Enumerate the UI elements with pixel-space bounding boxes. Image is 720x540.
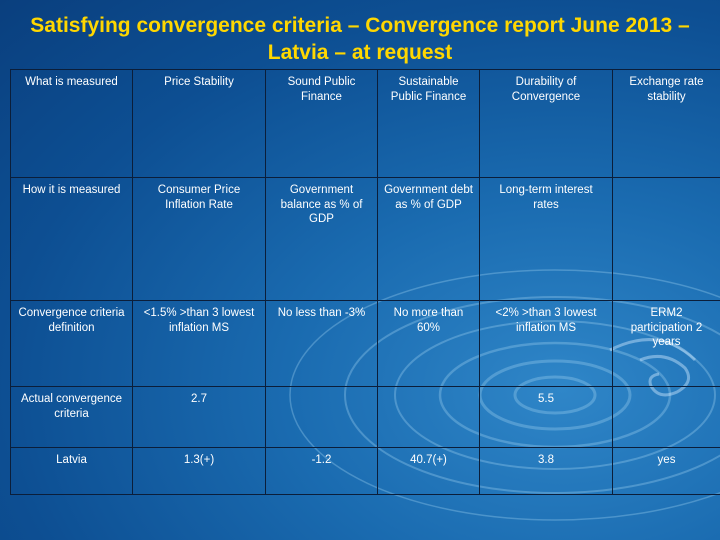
cell-exchange-rate-stability: Exchange rate stability bbox=[612, 69, 720, 178]
cell-empty bbox=[377, 386, 480, 448]
row-label-what-is-measured: What is measured bbox=[10, 69, 133, 178]
cell-actual-price: 2.7 bbox=[132, 386, 266, 448]
cell-deficit-criterion: No less than -3% bbox=[265, 300, 378, 387]
cell-interest-rate-criterion: <2% >than 3 lowest inflation MS bbox=[479, 300, 613, 387]
cell-latvia-exchange-rate: yes bbox=[612, 447, 720, 495]
table-row: How it is measured Consumer Price Inflat… bbox=[10, 177, 720, 301]
cell-empty bbox=[612, 177, 720, 301]
cell-actual-interest-rate: 5.5 bbox=[479, 386, 613, 448]
table-row: Latvia 1.3(+) -1.2 40.7(+) 3.8 yes bbox=[10, 447, 720, 495]
cell-latvia-balance: -1.2 bbox=[265, 447, 378, 495]
cell-empty bbox=[265, 386, 378, 448]
title-line-2: Latvia – at request bbox=[267, 41, 453, 64]
cell-consumer-price-inflation: Consumer Price Inflation Rate bbox=[132, 177, 266, 301]
row-label-actual-criteria: Actual convergence criteria bbox=[10, 386, 133, 448]
cell-sound-public-finance: Sound Public Finance bbox=[265, 69, 378, 178]
table-row: Convergence criteria definition <1.5% >t… bbox=[10, 300, 720, 387]
table-row: What is measured Price Stability Sound P… bbox=[10, 69, 720, 178]
table-row: Actual convergence criteria 2.7 5.5 bbox=[10, 386, 720, 448]
row-label-latvia: Latvia bbox=[10, 447, 133, 495]
cell-government-balance: Government balance as % of GDP bbox=[265, 177, 378, 301]
title-line-1: Satisfying convergence criteria – Conver… bbox=[30, 14, 690, 37]
cell-latvia-debt: 40.7(+) bbox=[377, 447, 480, 495]
cell-price-stability: Price Stability bbox=[132, 69, 266, 178]
cell-erm2-criterion: ERM2 participation 2 years bbox=[612, 300, 720, 387]
cell-empty bbox=[612, 386, 720, 448]
cell-debt-criterion: No more than 60% bbox=[377, 300, 480, 387]
cell-latvia-interest-rate: 3.8 bbox=[479, 447, 613, 495]
cell-government-debt: Government debt as % of GDP bbox=[377, 177, 480, 301]
cell-latvia-inflation: 1.3(+) bbox=[132, 447, 266, 495]
cell-price-criterion: <1.5% >than 3 lowest inflation MS bbox=[132, 300, 266, 387]
slide-title: Satisfying convergence criteria – Conver… bbox=[0, 12, 720, 66]
row-label-criteria-definition: Convergence criteria definition bbox=[10, 300, 133, 387]
convergence-criteria-table: What is measured Price Stability Sound P… bbox=[10, 69, 720, 495]
row-label-how-it-is-measured: How it is measured bbox=[10, 177, 133, 301]
cell-durability-of-convergence: Durability of Convergence bbox=[479, 69, 613, 178]
cell-sustainable-public-finance: Sustainable Public Finance bbox=[377, 69, 480, 178]
cell-long-term-interest-rates: Long-term interest rates bbox=[479, 177, 613, 301]
